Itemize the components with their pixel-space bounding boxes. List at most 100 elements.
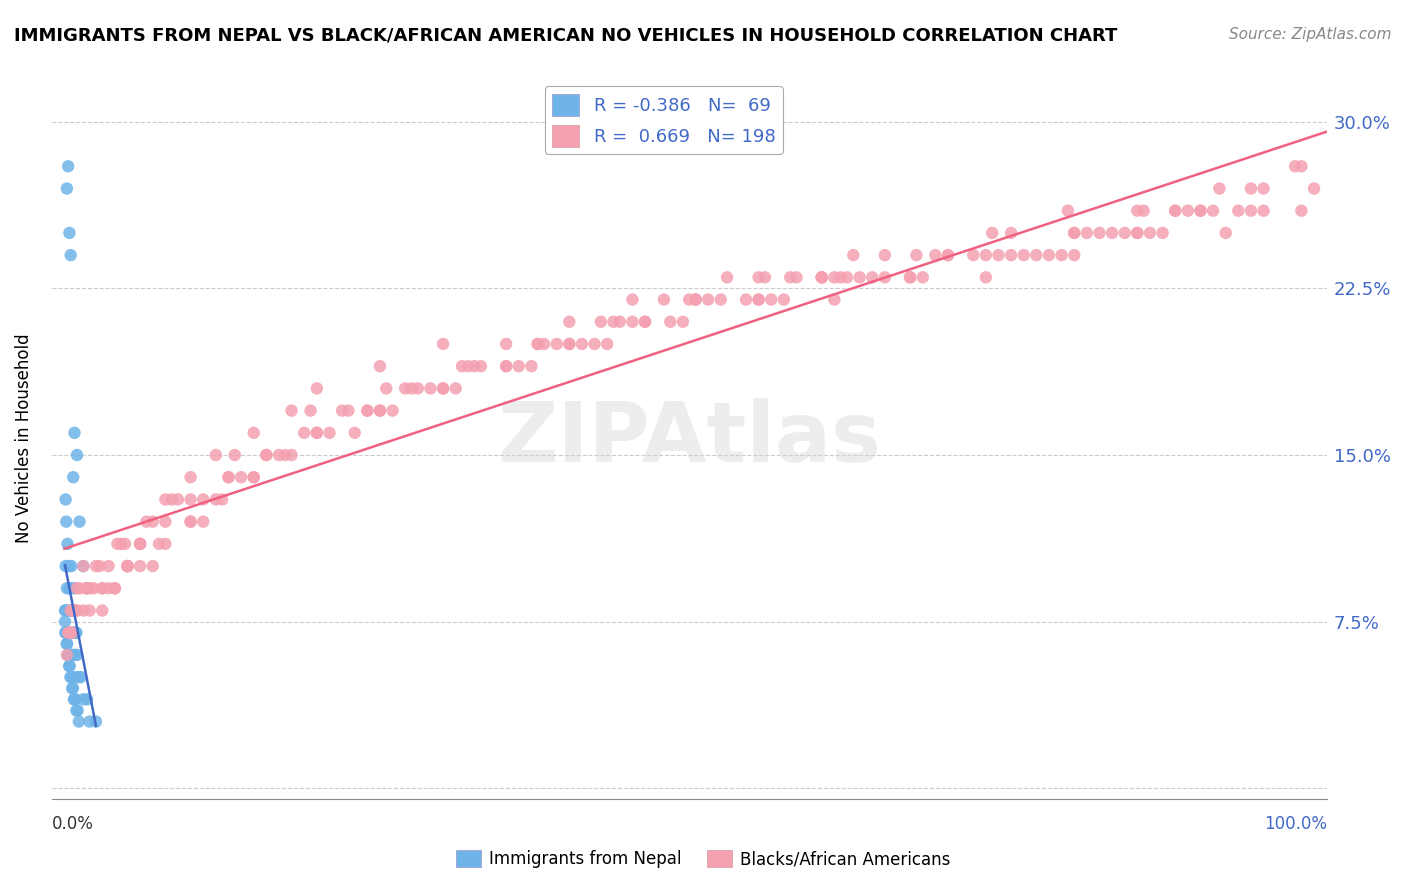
Point xyxy=(58,659,80,673)
Point xyxy=(53,615,76,629)
Point xyxy=(1253,203,1275,218)
Point xyxy=(444,381,467,395)
Point xyxy=(63,582,86,596)
Point xyxy=(1189,203,1212,218)
Point xyxy=(394,381,416,395)
Point xyxy=(981,226,1004,240)
Point xyxy=(62,681,84,696)
Point xyxy=(401,381,423,395)
Point xyxy=(65,603,87,617)
Point xyxy=(823,270,845,285)
Point xyxy=(58,648,80,662)
Point xyxy=(432,381,454,395)
Point xyxy=(898,270,921,285)
Point xyxy=(97,559,120,574)
Point xyxy=(62,470,84,484)
Point xyxy=(129,537,152,551)
Point xyxy=(180,515,202,529)
Point xyxy=(1291,159,1313,173)
Point xyxy=(748,293,770,307)
Point xyxy=(1012,248,1035,262)
Point xyxy=(368,403,391,417)
Point xyxy=(56,582,79,596)
Point xyxy=(91,582,114,596)
Point xyxy=(63,625,86,640)
Point xyxy=(69,582,91,596)
Point xyxy=(76,582,98,596)
Point xyxy=(520,359,543,374)
Point xyxy=(842,248,865,262)
Point xyxy=(1000,248,1022,262)
Point xyxy=(1057,203,1080,218)
Point xyxy=(1076,226,1098,240)
Point xyxy=(678,293,700,307)
Point xyxy=(117,559,139,574)
Point xyxy=(58,226,80,240)
Point xyxy=(1208,181,1230,195)
Point xyxy=(59,582,82,596)
Point xyxy=(59,603,82,617)
Point xyxy=(583,337,606,351)
Point xyxy=(305,425,328,440)
Point xyxy=(873,248,896,262)
Point xyxy=(59,648,82,662)
Point xyxy=(56,603,79,617)
Point xyxy=(65,625,87,640)
Point xyxy=(337,403,360,417)
Point xyxy=(114,537,136,551)
Point xyxy=(59,670,82,684)
Text: 0.0%: 0.0% xyxy=(52,815,94,833)
Point xyxy=(59,625,82,640)
Point xyxy=(596,337,619,351)
Point xyxy=(142,559,165,574)
Point xyxy=(56,625,79,640)
Point xyxy=(66,603,89,617)
Point xyxy=(330,403,353,417)
Point xyxy=(56,625,79,640)
Point xyxy=(1240,181,1263,195)
Point xyxy=(609,315,631,329)
Point xyxy=(974,248,997,262)
Point xyxy=(936,248,959,262)
Point xyxy=(1177,203,1199,218)
Point xyxy=(180,515,202,529)
Point xyxy=(685,293,707,307)
Point xyxy=(63,692,86,706)
Point xyxy=(356,403,378,417)
Point xyxy=(1126,203,1149,218)
Point xyxy=(1063,226,1085,240)
Point xyxy=(69,515,91,529)
Point xyxy=(432,381,454,395)
Point xyxy=(142,515,165,529)
Point xyxy=(254,448,277,462)
Point xyxy=(82,582,104,596)
Point xyxy=(79,582,101,596)
Y-axis label: No Vehicles in Household: No Vehicles in Household xyxy=(15,334,32,543)
Point xyxy=(602,315,624,329)
Point xyxy=(470,359,492,374)
Point xyxy=(117,559,139,574)
Point xyxy=(280,448,302,462)
Point xyxy=(1303,181,1326,195)
Point xyxy=(546,337,568,351)
Point xyxy=(634,315,657,329)
Point xyxy=(406,381,429,395)
Legend: R = -0.386   N=  69, R =  0.669   N= 198: R = -0.386 N= 69, R = 0.669 N= 198 xyxy=(546,87,783,154)
Point xyxy=(810,270,832,285)
Point xyxy=(292,425,315,440)
Point xyxy=(180,492,202,507)
Point xyxy=(60,625,83,640)
Point xyxy=(72,559,94,574)
Point xyxy=(1038,248,1060,262)
Point xyxy=(457,359,479,374)
Point xyxy=(526,337,548,351)
Point xyxy=(1227,203,1250,218)
Point xyxy=(1126,226,1149,240)
Point xyxy=(89,559,111,574)
Point xyxy=(1164,203,1187,218)
Point xyxy=(66,703,89,717)
Point xyxy=(56,648,79,662)
Point xyxy=(155,492,177,507)
Point xyxy=(66,448,89,462)
Point xyxy=(62,603,84,617)
